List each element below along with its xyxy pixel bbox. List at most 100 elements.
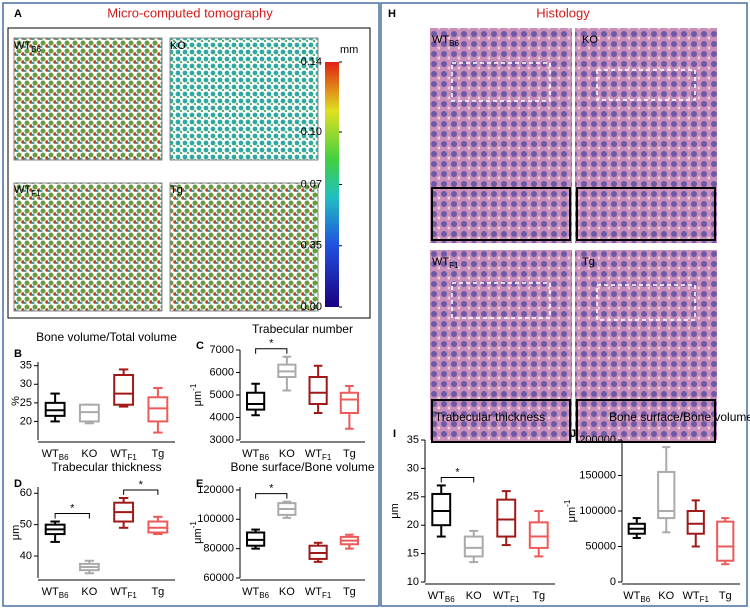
inset-image: [576, 399, 716, 443]
inset-box: [596, 69, 696, 101]
ct-image: [169, 37, 319, 161]
panel-letter: B: [14, 348, 22, 360]
colorbar-tick-label: 0.10: [301, 126, 322, 138]
x-tick-label: Tg: [532, 590, 545, 602]
image-label-main: WT: [14, 40, 31, 52]
y-tick-label: 3000: [210, 434, 234, 446]
x-tick-label-main: WT: [428, 590, 445, 602]
image-label-main: WT: [432, 256, 449, 268]
box: [528, 521, 549, 549]
y-tick-label: 4000: [210, 411, 234, 423]
x-tick-label: KO: [81, 586, 97, 598]
x-tick-label-main: WT: [242, 586, 259, 598]
image-label: WTB6: [14, 40, 41, 54]
y-axis-label-sup: -1: [189, 383, 198, 391]
x-tick-label-main: WT: [623, 590, 640, 602]
y-tick-label: 40: [20, 550, 32, 562]
x-tick-label-sub: F1: [510, 595, 520, 604]
box: [657, 470, 676, 520]
y-tick-label: 120000: [197, 484, 234, 496]
y-tick-label: 7000: [210, 344, 234, 356]
panel-letter: A: [14, 8, 22, 20]
image-label: WTB6: [432, 34, 459, 48]
x-tick-label-sub: B6: [445, 595, 455, 604]
chart-title: Bone surface/Bone volume: [609, 410, 750, 424]
y-axis-label-sup: -1: [563, 499, 572, 507]
image-label: KO: [170, 40, 186, 52]
x-tick-label-main: WT: [42, 586, 59, 598]
y-tick-label: 10: [407, 576, 419, 588]
image-label-main: KO: [582, 34, 598, 46]
image-label: WTF1: [432, 256, 459, 270]
image-label: Tg: [170, 184, 183, 196]
x-tick-label: Tg: [343, 448, 356, 460]
box: [463, 535, 484, 558]
x-tick-label: Tg: [151, 448, 164, 460]
panel-letter: C: [196, 340, 204, 352]
y-tick-label: 30: [20, 378, 32, 390]
y-axis-label-main: μm: [566, 507, 578, 523]
inset-box: [451, 282, 551, 319]
x-tick-label-main: Tg: [532, 590, 545, 602]
y-tick-label: 25: [20, 397, 32, 409]
y-tick-label: 15: [407, 548, 419, 560]
x-tick-label-main: Tg: [343, 448, 356, 460]
x-tick-label-main: WT: [683, 590, 700, 602]
y-tick-label: 20: [20, 415, 32, 427]
x-tick-label: WTF1: [683, 590, 710, 604]
panel-title: Micro-computed tomography: [107, 5, 273, 20]
y-axis-label-main: μm: [192, 391, 204, 407]
x-tick-label: WTF1: [493, 590, 520, 604]
x-tick-label-main: WT: [110, 586, 127, 598]
panel-letter: D: [14, 478, 22, 490]
significance-label: *: [139, 479, 144, 491]
x-tick-label: WTF1: [110, 448, 137, 462]
significance-label: *: [269, 483, 274, 495]
image-label-sub: F1: [31, 189, 41, 198]
chart-title: Trabecular number: [252, 322, 353, 336]
significance-label: *: [455, 466, 460, 478]
x-tick-label-sub: F1: [128, 453, 138, 462]
x-tick-label: WTB6: [42, 586, 69, 600]
image-label-sub: F1: [449, 261, 459, 270]
y-axis-label: μm: [389, 503, 401, 519]
x-tick-label-main: Tg: [343, 586, 356, 598]
y-tick-label: 200000: [579, 434, 616, 446]
inset-box: [596, 284, 696, 321]
inset-image: [431, 187, 571, 241]
x-tick-label: WTF1: [305, 586, 332, 600]
panel-title: Histology: [536, 5, 590, 20]
box: [246, 391, 266, 411]
x-tick-label-main: WT: [242, 448, 259, 460]
x-tick-label-main: KO: [81, 586, 97, 598]
y-axis-label: μm: [10, 525, 22, 541]
image-label-sub: B6: [31, 45, 41, 54]
y-axis-label: μm-1: [189, 521, 204, 544]
inset-image: [576, 187, 716, 241]
significance-bracket: [123, 489, 159, 495]
x-tick-label: WTB6: [428, 590, 455, 604]
x-tick-label-main: WT: [110, 448, 127, 460]
x-tick-label: WTB6: [42, 448, 69, 462]
y-tick-label: 60: [20, 487, 32, 499]
image-label-main: KO: [170, 40, 186, 52]
significance-bracket: [255, 348, 288, 354]
box: [686, 510, 705, 535]
y-tick-label: 0: [610, 576, 616, 588]
x-tick-label-sub: F1: [128, 591, 138, 600]
x-tick-label: KO: [279, 586, 295, 598]
x-tick-label-sub: B6: [59, 591, 69, 600]
x-tick-label-sub: B6: [59, 453, 69, 462]
image-label-main: Tg: [170, 184, 183, 196]
x-tick-label-main: KO: [279, 448, 295, 460]
x-tick-label-sub: F1: [322, 453, 332, 462]
image-frame: [7, 27, 371, 319]
x-tick-label: Tg: [151, 586, 164, 598]
panel-letter: H: [388, 8, 396, 20]
image-label-sub: B6: [449, 39, 459, 48]
y-tick-label: 60000: [203, 572, 234, 584]
image-label: Tg: [582, 256, 595, 268]
inset-image: [431, 399, 571, 443]
x-tick-label-main: KO: [279, 586, 295, 598]
